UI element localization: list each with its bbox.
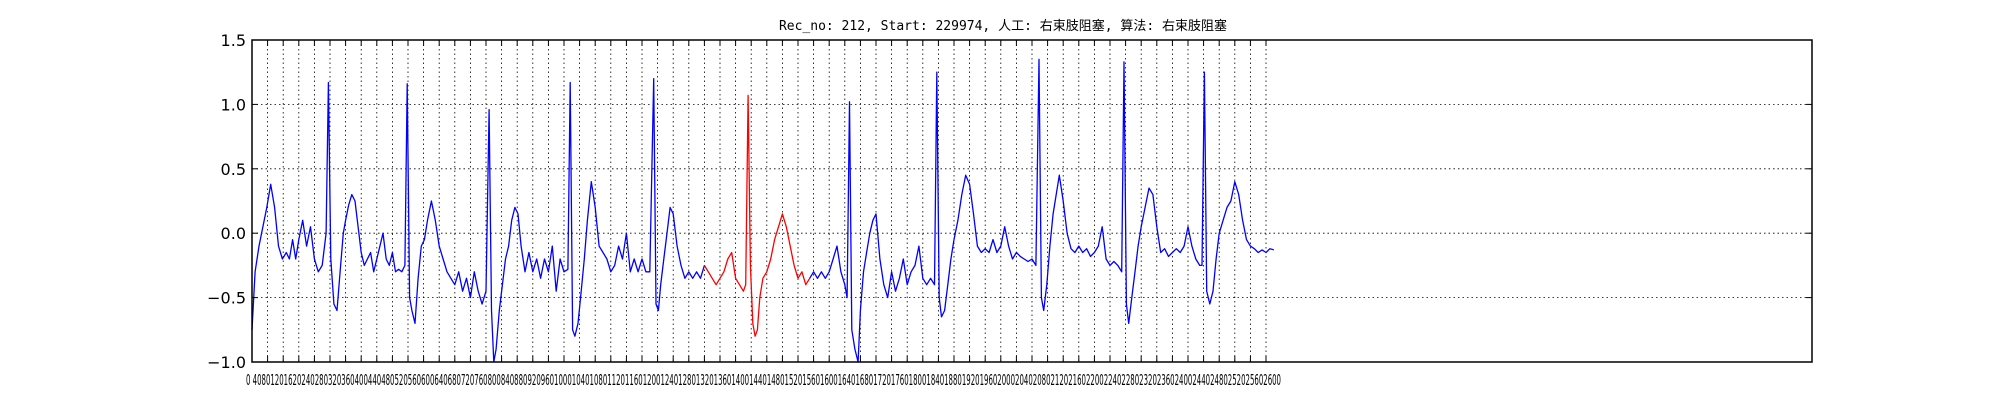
chart-title: Rec_no: 212, Start: 229974, 人工: 右束肢阻塞, 算…: [779, 18, 1227, 34]
y-axis-ticks: −1.0 −0.5 0.0 0.5 1.0 1.5: [207, 31, 1812, 372]
y-tick-label: −0.5: [207, 289, 246, 308]
x-axis-ticks: [251, 40, 1267, 362]
plot-frame: [251, 39, 1813, 363]
series-line-2: [703, 94, 811, 337]
y-tick-label: 0.5: [221, 160, 246, 179]
y-tick-label: 0.0: [221, 224, 246, 243]
y-tick-label: −1.0: [207, 353, 246, 372]
series-line-3: [809, 58, 1274, 363]
grid-lines: [251, 39, 1812, 363]
y-tick-label: 1.0: [221, 95, 246, 114]
y-tick-label: 1.5: [221, 31, 246, 50]
x-tick-labels: 0 40801201620240280320360400440480520560…: [246, 371, 1281, 389]
series-line-1: [251, 77, 706, 363]
series-lines: [251, 58, 1274, 363]
